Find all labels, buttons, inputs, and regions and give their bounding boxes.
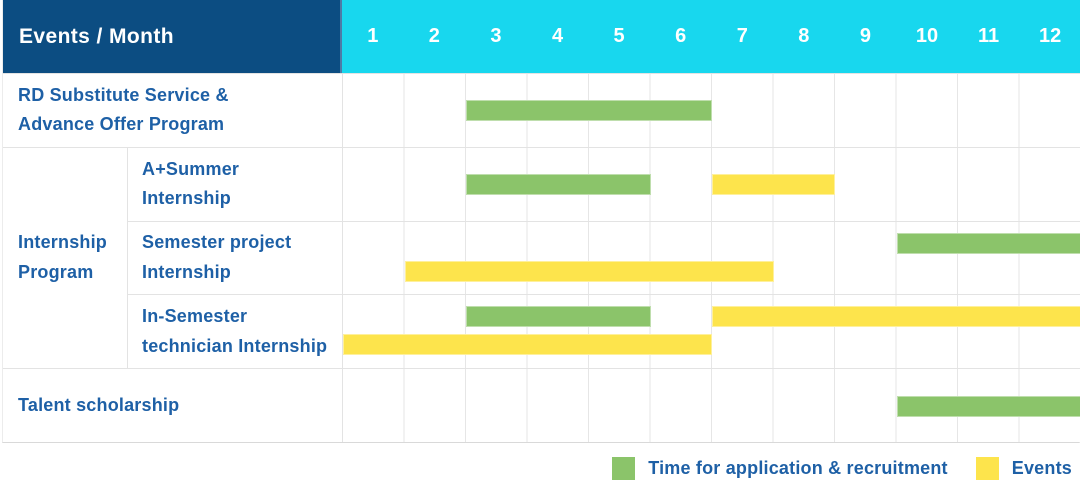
row-label-text: Talent scholarship <box>18 391 179 421</box>
month-header-cell-6: 6 <box>650 0 712 73</box>
row-label-rd-substitute: RD Substitute Service & Advance Offer Pr… <box>3 73 342 147</box>
gantt-bar-application <box>466 174 651 195</box>
timeline-row-rd-substitute <box>342 73 1080 147</box>
month-header-cell-2: 2 <box>404 0 466 73</box>
legend: Time for application & recruitment Event… <box>2 443 1080 495</box>
gantt-bar-application <box>897 233 1080 254</box>
gantt-bar-event <box>405 261 774 282</box>
month-header-cell-12: 12 <box>1019 0 1080 73</box>
gantt-bar-application <box>897 396 1080 417</box>
legend-label-application: Time for application & recruitment <box>648 458 948 479</box>
gantt-bar-event <box>343 334 712 355</box>
month-header-cell-4: 4 <box>527 0 589 73</box>
month-header-cell-7: 7 <box>711 0 773 73</box>
legend-item-events: Events <box>976 457 1072 480</box>
legend-label-events: Events <box>1012 458 1072 479</box>
month-header-cell-10: 10 <box>896 0 958 73</box>
timeline-row-talent-scholarship <box>342 368 1080 442</box>
row-label-talent-scholarship: Talent scholarship <box>3 368 342 442</box>
month-header-cell-11: 11 <box>958 0 1020 73</box>
row-label-text: A+Summer Internship <box>142 155 239 214</box>
month-header-cell-3: 3 <box>465 0 527 73</box>
month-header-cell-8: 8 <box>773 0 835 73</box>
month-header-cell-5: 5 <box>588 0 650 73</box>
gantt-bar-application <box>466 100 712 121</box>
corner-header-label: Events / Month <box>19 25 174 49</box>
row-label-text: Semester project Internship <box>142 228 291 287</box>
month-header-cell-9: 9 <box>835 0 897 73</box>
group-label-internship-program: Internship Program <box>3 147 127 368</box>
corner-header-cell: Events / Month <box>3 0 342 73</box>
row-label-text: In-Semester technician Internship <box>142 302 327 361</box>
timeline-row-in-semester-technician-internship <box>342 294 1080 368</box>
legend-item-application: Time for application & recruitment <box>612 457 948 480</box>
legend-swatch-events-icon <box>976 457 999 480</box>
group-label-text: Internship Program <box>18 228 107 287</box>
row-label-text: RD Substitute Service & Advance Offer Pr… <box>18 81 229 140</box>
month-header-cell-1: 1 <box>342 0 404 73</box>
gantt-bar-application <box>466 306 651 327</box>
timeline-row-a-summer-internship <box>342 147 1080 221</box>
row-label-semester-project-internship: Semester project Internship <box>127 221 342 295</box>
row-label-a-summer-internship: A+Summer Internship <box>127 147 342 221</box>
gantt-bar-event <box>712 174 835 195</box>
row-label-in-semester-technician-internship: In-Semester technician Internship <box>127 294 342 368</box>
legend-swatch-application-icon <box>612 457 635 480</box>
gantt-bar-event <box>712 306 1080 327</box>
timeline-row-semester-project-internship <box>342 221 1080 295</box>
